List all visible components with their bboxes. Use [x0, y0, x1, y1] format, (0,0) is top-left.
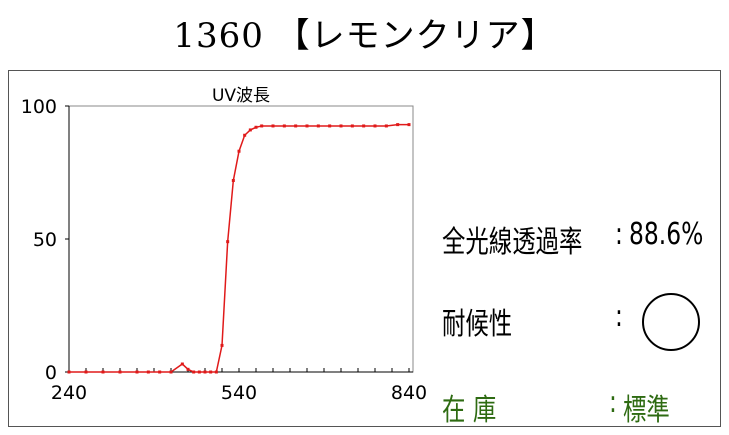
- data-point: [180, 362, 184, 366]
- data-point: [254, 125, 258, 129]
- data-point: [260, 124, 264, 128]
- data-point: [243, 133, 247, 137]
- stock-value: 標準: [623, 393, 670, 428]
- data-point: [248, 128, 252, 132]
- y-tick-label: 50: [33, 229, 57, 251]
- data-point: [214, 370, 218, 374]
- data-point: [316, 124, 320, 128]
- y-tick-label: 100: [21, 96, 57, 118]
- data-point: [158, 370, 162, 374]
- page-title: 1360 【レモンクリア】: [173, 16, 556, 56]
- data-point: [339, 124, 343, 128]
- data-point: [237, 149, 241, 153]
- durability-colon: :: [615, 299, 623, 334]
- spec-panel: UV波長 0 50 100 240 540 840 全光線透過率 : 88.6% 耐候性 …: [8, 70, 721, 428]
- data-point: [282, 124, 286, 128]
- data-point: [84, 370, 88, 374]
- y-tick-label: 0: [45, 362, 57, 384]
- transmittance-colon: :: [615, 217, 623, 252]
- circle-mark-icon: [642, 293, 700, 351]
- data-point: [135, 370, 139, 374]
- axis-ticks: 0 50 100 240 540 840: [21, 96, 427, 404]
- data-point: [118, 370, 122, 374]
- data-point: [305, 124, 309, 128]
- data-point: [328, 124, 332, 128]
- data-point: [294, 124, 298, 128]
- x-tick-label: 840: [391, 382, 427, 404]
- uv-wavelength-chart: UV波長 0 50 100 240 540 840: [21, 86, 427, 404]
- data-point: [384, 124, 388, 128]
- data-point: [373, 124, 377, 128]
- transmission-line: [69, 123, 409, 373]
- x-tick-label: 540: [221, 382, 257, 404]
- chart-title: UV波長: [212, 86, 270, 106]
- data-point: [203, 370, 207, 374]
- data-point: [186, 367, 190, 371]
- data-point: [396, 123, 400, 127]
- transmittance-value: 88.6%: [629, 217, 704, 252]
- data-point: [231, 178, 235, 182]
- data-point: [192, 370, 196, 374]
- data-point: [169, 370, 173, 374]
- transmittance-label: 全光線透過率: [442, 225, 583, 260]
- transmission-points: [67, 123, 411, 374]
- x-tick-label: 240: [51, 382, 87, 404]
- data-point: [362, 124, 366, 128]
- data-point: [271, 124, 275, 128]
- stock-label: 在 庫: [442, 393, 497, 428]
- data-point: [209, 370, 213, 374]
- data-point: [350, 124, 354, 128]
- data-point: [67, 370, 71, 374]
- stock-colon: :: [609, 385, 617, 420]
- data-point: [407, 123, 411, 127]
- data-point: [226, 240, 230, 244]
- durability-label: 耐候性: [442, 307, 513, 342]
- data-point: [101, 370, 105, 374]
- data-point: [197, 370, 201, 374]
- data-point: [220, 343, 224, 347]
- data-point: [146, 370, 150, 374]
